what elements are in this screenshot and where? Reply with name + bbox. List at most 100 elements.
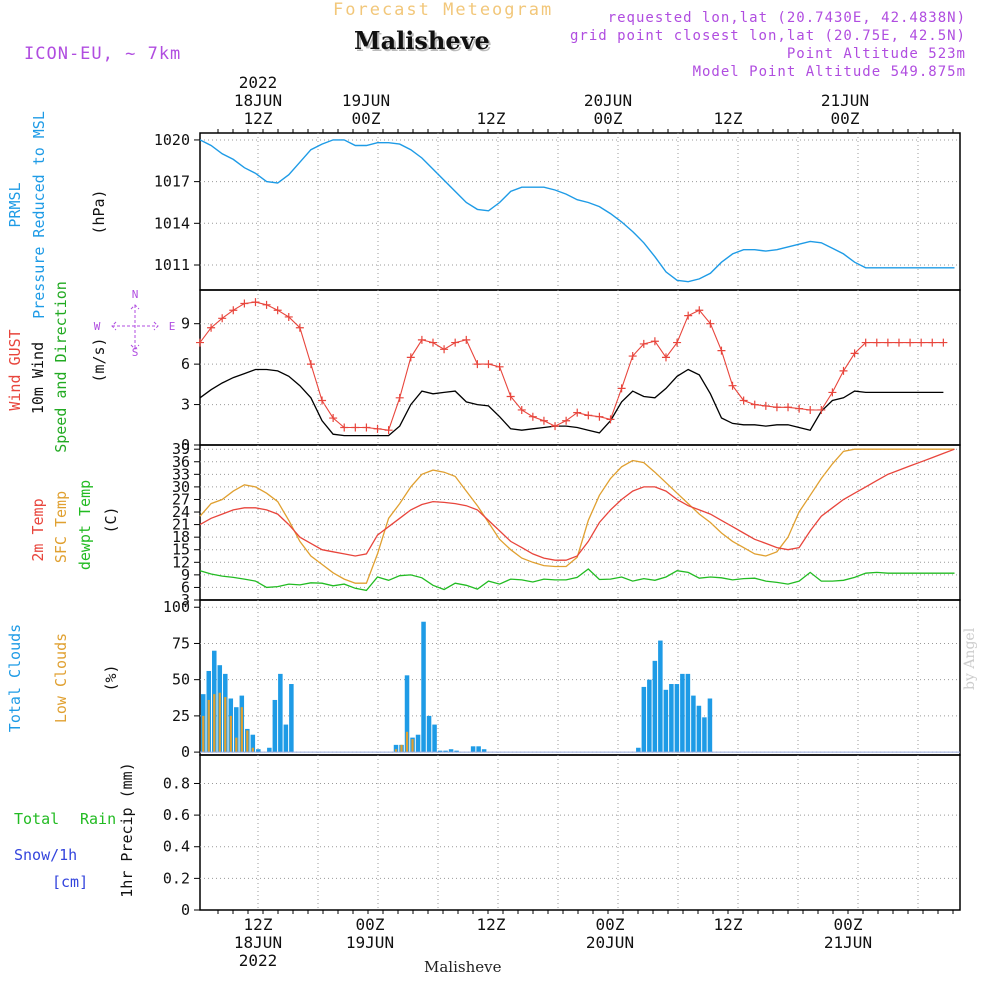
gust-marker [395,393,404,402]
panel-frame [199,444,961,601]
total-cloud-bar [256,749,261,753]
gust-marker [917,338,926,347]
gust-marker [284,312,293,321]
low-cloud-bar [235,737,238,753]
gust-marker [440,345,449,354]
pressure-label-2: Pressure Reduced to MSL [30,111,48,319]
pressure-unit: (hPa) [90,189,108,234]
total-cloud-bar [289,684,294,753]
total-cloud-bar [696,705,702,753]
total-cloud-bar [250,734,256,753]
product-title: Forecast Meteogram [333,0,554,20]
y-tick-label: 21 [172,516,190,534]
gust-marker [584,411,593,420]
gust-marker [517,405,526,414]
y-tick-label: 6 [181,578,190,596]
bottom-time-label: 2022 [239,951,278,970]
gust-marker [273,306,282,315]
gust-marker [196,338,204,347]
t2m-label: 2m Temp [29,498,47,561]
panel-frame [199,132,961,291]
compass-rose [111,304,159,350]
gust-marker [484,360,493,369]
y-tick-label: 0.2 [163,869,190,887]
y-tick-label: 0 [181,436,190,454]
low-cloud-bar [246,730,249,753]
gust-marker [539,416,548,425]
top-time-label: 12Z [714,109,743,128]
gust-marker [528,412,537,421]
gust-marker [894,338,903,347]
compass-w: W [94,320,101,333]
gust-marker [606,415,615,424]
total-cloud-bar [476,746,481,753]
low-cloud-bar [405,731,409,753]
sfc-label: SFC Temp [52,491,70,563]
gust-marker [373,424,382,433]
y-tick-label: 25 [172,707,190,725]
low-cloud-bar [224,697,227,753]
gust-marker [384,426,393,435]
total-cloud-bar [702,717,707,753]
low-cloud-bar [394,749,398,753]
gust-marker [362,423,371,432]
gust-marker [728,381,737,390]
y-tick-label: 0.8 [163,774,190,792]
total-cloud-bar [641,686,647,753]
y-tick-label: 100 [163,598,190,616]
top-time-label: 12Z [477,109,506,128]
y-tick-label: 75 [172,634,190,652]
gust-marker [695,306,704,315]
total-cloud-bar [481,749,487,753]
top-time-label: 20JUN [584,91,632,110]
y-tick-label: 1020 [154,131,190,149]
wind-gust-label: Wind GUST [6,329,24,410]
low-cloud-bar [411,739,414,753]
total-cloud-bar [680,673,685,753]
y-tick-label: 3 [181,396,190,414]
top-time-label: 00Z [831,109,860,128]
gust-marker [828,388,837,397]
model-point-altitude: Model Point Altitude 549.875m [692,64,966,80]
gust-marker [218,314,227,323]
y-tick-label: 15 [172,541,190,559]
low-clouds-label: Low Clouds [52,633,70,723]
gust-marker [351,423,360,432]
model-label: ICON-EU, ~ 7km [24,44,182,64]
precip-total-label: Total [14,810,59,828]
gridpoint-coords: grid point closest lon,lat (20.75E, 42.5… [569,28,966,44]
total-cloud-bar [685,673,691,753]
precip-snow-unit: [cm] [52,873,88,891]
y-tick-label: 3 [181,591,190,609]
gust-marker [295,323,304,332]
gust-marker [928,338,937,347]
bottom-time-label: 18JUN [234,933,282,952]
precip-snow-label: Snow/1h [14,846,77,864]
y-tick-label: 27 [172,490,190,508]
bottom-time-label: 00Z [834,915,863,934]
gust-marker [706,319,715,328]
wind-10m-label: 10m Wind [29,342,47,414]
gust-marker [573,408,582,417]
footer-location: Malisheve [424,958,502,976]
gust-marker [473,360,482,369]
gust-marker [850,349,859,358]
gust-marker [772,403,781,412]
total-cloud-bar [432,724,437,753]
compass-n: N [132,288,139,301]
total-cloud-bar [443,750,448,753]
top-time-label: 19JUN [342,91,390,110]
dewpt-label: dewpt Temp [76,480,94,570]
y-tick-label: 12 [172,553,190,571]
top-time-label: 00Z [594,109,623,128]
gust-marker [462,335,471,344]
gust-marker [262,300,271,309]
y-tick-label: 1014 [154,214,190,232]
y-tick-label: 1017 [154,173,190,191]
top-time-label: 12Z [244,109,273,128]
gust-marker [251,298,260,307]
wind-speed-dir-label: Speed and Direction [52,281,70,453]
compass-e: E [169,320,176,333]
bottom-time-label: 21JUN [824,933,872,952]
